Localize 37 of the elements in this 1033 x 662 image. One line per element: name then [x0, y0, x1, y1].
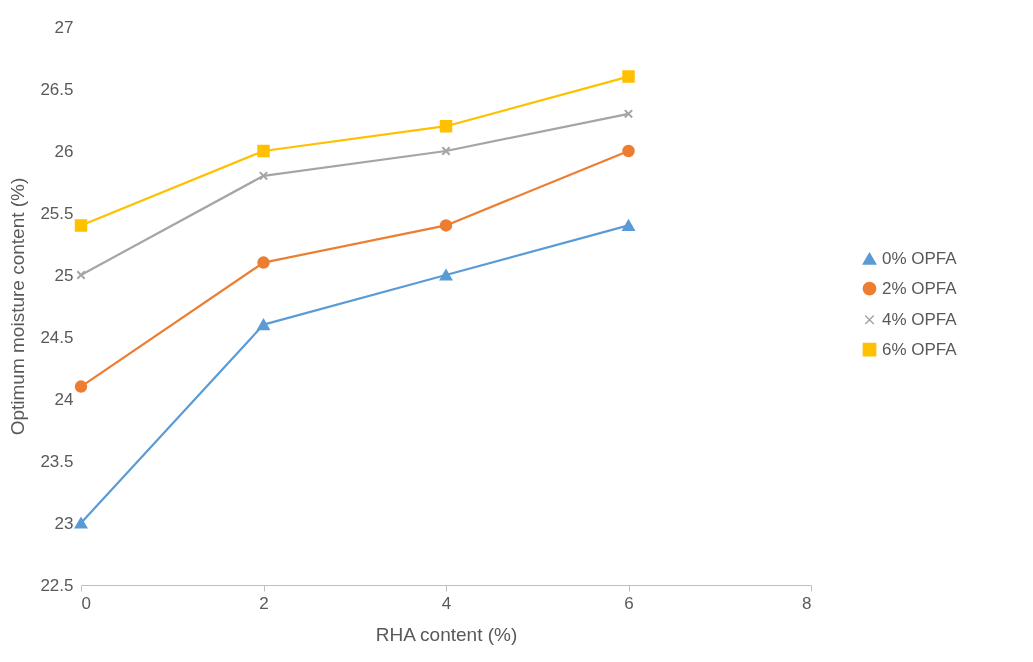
point: [257, 256, 270, 269]
legend-label: 6% OPFA: [882, 339, 958, 359]
point: [76, 270, 86, 280]
y-tick-label: 23.5: [40, 451, 74, 471]
point: [74, 517, 88, 529]
point: [622, 219, 635, 231]
y-tick-label: 25.5: [40, 203, 74, 223]
point: [439, 119, 453, 133]
point: [441, 146, 451, 156]
point: [622, 70, 635, 83]
y-tick-label: 26: [54, 141, 74, 161]
point: [257, 319, 270, 331]
point: [439, 219, 453, 232]
y-tick-label: 26.5: [40, 79, 74, 99]
legend-label: 4% OPFA: [882, 309, 958, 329]
y-tick-label: 25: [54, 265, 74, 285]
x-tick-label: 0: [81, 593, 91, 613]
point: [257, 144, 270, 158]
point: [74, 380, 88, 393]
x-tick-label: 8: [802, 593, 812, 613]
point: [74, 219, 88, 232]
point: [258, 171, 269, 181]
legend-label: 0% OPFA: [882, 248, 958, 268]
y-axis-title: Optimum moisture content (%): [7, 177, 29, 436]
point: [622, 144, 635, 158]
y-tick-label: 27: [54, 17, 74, 37]
y-tick-label: 24.5: [40, 327, 74, 347]
x-tick-label: 6: [624, 593, 634, 613]
y-tick-label: 23: [54, 513, 74, 533]
point: [623, 109, 634, 119]
x-axis-title: RHA content (%): [375, 623, 518, 645]
y-tick-label: 22.5: [40, 575, 74, 595]
legend-label: 2% OPFA: [882, 278, 958, 298]
x-tick-label: 2: [259, 593, 269, 613]
x-tick-label: 4: [441, 593, 452, 613]
y-tick-label: 24: [54, 389, 74, 409]
point: [439, 269, 453, 281]
